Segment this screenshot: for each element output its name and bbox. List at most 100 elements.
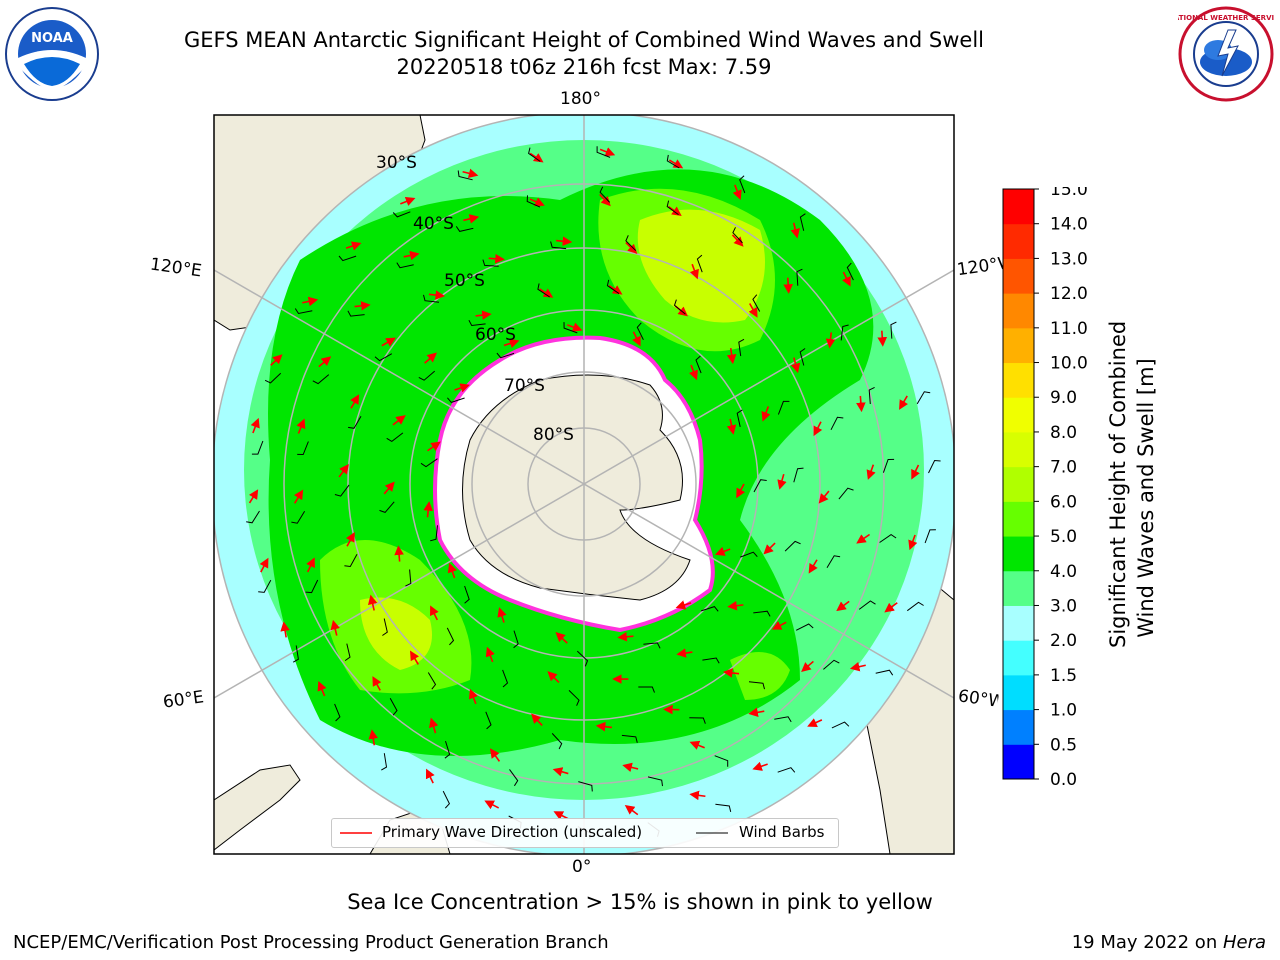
wave-arrow (842, 271, 851, 287)
wind-barb (714, 755, 729, 767)
chart-title: GEFS MEAN Antarctic Significant Height o… (183, 28, 985, 52)
wave-arrow (908, 534, 918, 551)
wave-arrow (675, 600, 692, 610)
wave-arrow (531, 713, 543, 726)
wind-barb (496, 352, 515, 359)
wave-arrow (748, 303, 758, 318)
colorbar-tick-label: 14.0 (1050, 215, 1088, 235)
wave-arrow (547, 671, 560, 684)
latitude-label-70s: 70°S (504, 376, 545, 396)
wind-barb (830, 416, 844, 431)
wind-barb (700, 606, 719, 612)
wind-barb (444, 740, 451, 759)
wave-arrow (899, 395, 909, 410)
wind-barb (638, 686, 655, 693)
wind-barb (576, 650, 589, 667)
wave-arrow (270, 354, 283, 366)
colorbar-frame (1002, 188, 1035, 780)
wind-barb (482, 259, 499, 267)
wave-arrow (790, 222, 800, 239)
wind-barb (793, 467, 804, 483)
wave-arrow (475, 310, 492, 320)
wave-arrow (553, 811, 569, 820)
wind-barb (447, 397, 465, 403)
wind-barb (509, 769, 519, 787)
wind-barb (596, 146, 611, 158)
meridian-label-0: 0° (572, 857, 592, 877)
wave-arrow (625, 242, 638, 254)
wave-arrow (427, 441, 441, 452)
colorbar-swatch (1003, 258, 1034, 294)
wind-barb (418, 370, 436, 381)
wave-arrow (624, 805, 639, 816)
wind-barb (291, 511, 306, 524)
wind-barb (647, 776, 663, 787)
wind-barb (702, 657, 720, 664)
wave-arrow (484, 800, 500, 810)
wind-barb (442, 790, 451, 809)
wave-arrow (403, 250, 420, 261)
wave-arrow (856, 533, 871, 544)
wave-arrow (866, 464, 876, 480)
wind-barb (858, 600, 876, 610)
wind-barb (430, 525, 438, 542)
colorbar-swatch (1003, 397, 1034, 433)
wave-arrows (248, 147, 920, 820)
wind-barb (374, 353, 393, 362)
wind-barb (715, 803, 732, 813)
wind-barb (784, 540, 801, 552)
wave-arrow (777, 473, 787, 490)
wind-barb (599, 186, 611, 203)
wave-arrow (302, 296, 319, 307)
wind-barb (334, 703, 341, 722)
wave-arrow (409, 650, 420, 665)
colorbar-tick-label: 1.0 (1050, 701, 1077, 721)
wave-arrow (430, 605, 439, 621)
wind-barb (251, 440, 264, 455)
latitude-label-30s: 30°S (376, 153, 417, 173)
wave-arrow (790, 357, 801, 374)
wind-barb (621, 734, 638, 743)
wind-barb (928, 459, 941, 474)
map-legend: Primary Wave Direction (unscaled) Wind B… (331, 818, 839, 848)
colorbar-tick-label: 12.0 (1050, 284, 1088, 304)
wind-barb (753, 479, 767, 493)
colorbar-swatch (1003, 744, 1034, 780)
wave-arrow (668, 159, 684, 169)
wave-arrow (345, 532, 355, 547)
wind-barb (732, 227, 743, 244)
wave-arrow (808, 559, 818, 574)
colorbar-tick-label: 10.0 (1050, 354, 1088, 374)
wind-barb (468, 319, 486, 327)
wave-arrow (608, 284, 623, 295)
wave-arrow (350, 394, 360, 409)
wind-barb (840, 324, 849, 341)
wind-barb (338, 255, 357, 262)
wave-arrow (296, 418, 306, 434)
wave-arrow (318, 356, 332, 368)
wave-arrow (689, 790, 706, 801)
wave-arrow (783, 277, 793, 294)
wave-arrow (367, 594, 378, 611)
sea-ice-caption: Sea Ice Concentration > 15% is shown in … (347, 890, 933, 914)
wave-arrow (383, 481, 395, 495)
wind-barb (799, 348, 806, 366)
wind-barb (381, 753, 388, 771)
colorbar-tick-label: 6.0 (1050, 492, 1077, 512)
colorbar-swatch (1003, 709, 1034, 745)
colorbar-swatch (1003, 293, 1034, 329)
wave-arrow (714, 546, 731, 556)
nws-logo-icon: NATIONAL WEATHER SERVICE (1168, 6, 1280, 102)
wave-arrow (556, 236, 573, 246)
wind-barb (246, 510, 260, 524)
wave-arrow (293, 489, 304, 504)
wind-barb (264, 372, 282, 384)
wind-barb (334, 484, 350, 497)
colorbar-tick-label: 0.0 (1050, 770, 1077, 787)
wind-barb (777, 767, 796, 773)
meridian-label-180: 180° (560, 89, 601, 109)
wind-barb (907, 601, 924, 612)
wave-arrow (801, 660, 814, 672)
wave-arrow (354, 301, 371, 311)
colorbar-swatch (1003, 605, 1034, 641)
